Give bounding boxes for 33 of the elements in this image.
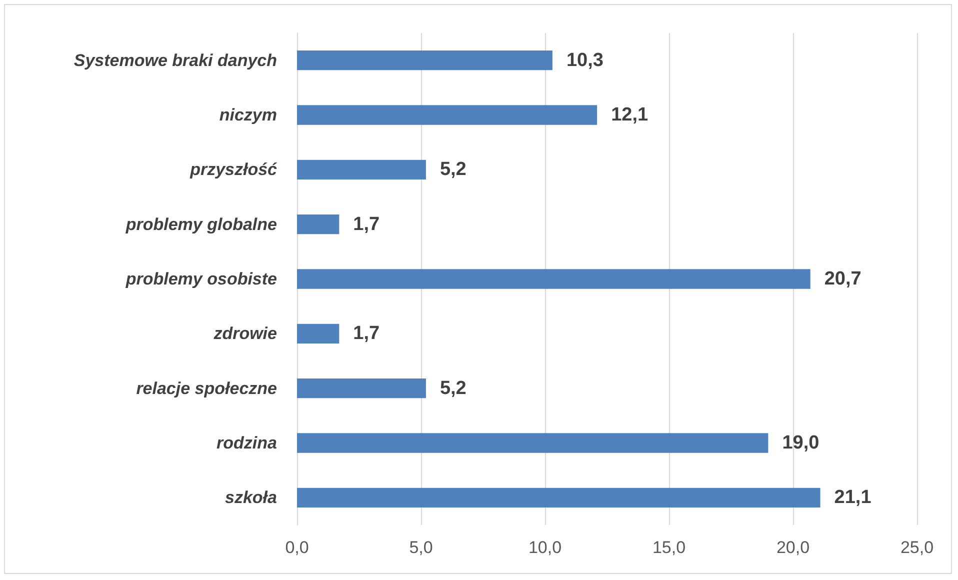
y-tick-label: problemy globalne — [124, 214, 277, 234]
bar — [297, 433, 768, 453]
bar — [297, 160, 426, 180]
data-label: 1,7 — [353, 214, 380, 235]
bar — [297, 105, 598, 125]
data-label: 5,2 — [440, 159, 466, 180]
data-label: 20,7 — [824, 268, 862, 290]
data-label: 1,7 — [353, 323, 380, 344]
data-label: 5,2 — [440, 378, 466, 399]
x-tick-label: 15,0 — [652, 538, 686, 557]
y-tick-label: problemy osobiste — [124, 270, 277, 288]
bar — [297, 324, 340, 344]
bar — [297, 378, 426, 398]
bar — [297, 50, 552, 70]
x-tick-label: 25,0 — [900, 538, 934, 557]
y-tick-label: niczym — [219, 106, 277, 124]
x-tick-label: 20,0 — [776, 538, 810, 557]
y-tick-label: szkoła — [225, 488, 277, 508]
y-tick-label: zdrowie — [212, 324, 277, 344]
y-tick-label: relacje społeczne — [136, 378, 277, 398]
bar — [297, 269, 810, 289]
y-tick-label: przyszłość — [189, 160, 278, 180]
data-label: 12,1 — [611, 104, 648, 126]
bar — [297, 488, 820, 508]
y-tick-label: Systemowe braki danych — [74, 50, 277, 70]
x-tick-label: 10,0 — [528, 538, 562, 557]
data-label: 19,0 — [782, 432, 820, 454]
x-tick-label: 5,0 — [409, 538, 433, 557]
data-label: 10,3 — [566, 50, 604, 71]
x-tick-label: 0,0 — [285, 538, 309, 557]
bar — [297, 214, 340, 234]
y-tick-label: rodzina — [216, 434, 277, 452]
data-label: 21,1 — [834, 487, 872, 508]
